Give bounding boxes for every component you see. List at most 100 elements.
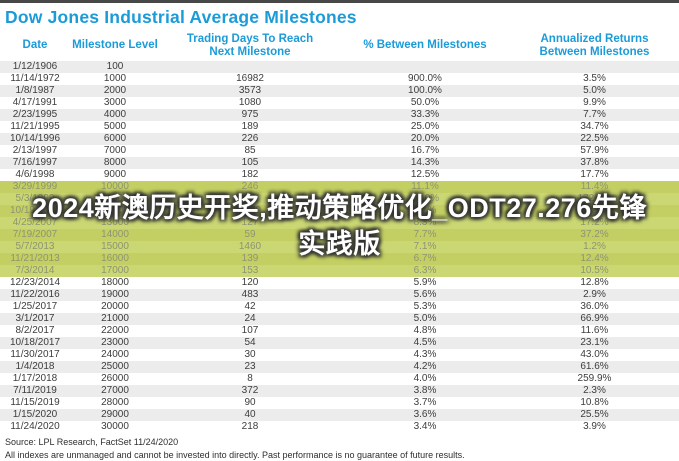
cell-level: 10000 xyxy=(101,181,129,192)
cell-days: 139 xyxy=(241,253,259,264)
cell-level: 11000 xyxy=(101,193,129,204)
footer: Source: LPL Research, FactSet 11/24/2020… xyxy=(0,433,679,461)
cell-days: 24 xyxy=(244,193,256,204)
table-row: 3/29/1999 10000 246 11.1% 11.4% xyxy=(0,181,679,193)
cell-level: 17000 xyxy=(101,265,129,276)
table-row: 10/14/1996 6000 226 20.0% 22.5% xyxy=(0,133,679,145)
cell-date: 10/19/2006 xyxy=(9,205,61,216)
cell-date: 12/23/2014 xyxy=(9,277,61,288)
cell-annualized: 1.2% xyxy=(583,241,606,252)
cell-days: 372 xyxy=(241,385,259,396)
cell-level: 7000 xyxy=(103,145,127,156)
cell-days: 90 xyxy=(244,397,256,408)
cell-date: 3/1/2017 xyxy=(15,313,55,324)
cell-level: 30000 xyxy=(101,421,129,432)
column-header-milestone-level: Milestone Level xyxy=(72,39,158,51)
cell-annualized: 22.5% xyxy=(580,133,609,144)
cell-pct: 4.0% xyxy=(413,373,437,384)
cell-level: 8000 xyxy=(103,157,127,168)
cell-date: 11/24/2020 xyxy=(10,421,60,432)
table-row: 7/19/2007 14000 59 7.7% 37.2% xyxy=(0,229,679,241)
cell-date: 1/4/2018 xyxy=(15,361,55,372)
cell-annualized: 12.8% xyxy=(580,277,609,288)
cell-annualized xyxy=(510,61,679,73)
table-row: 1/4/2018 25000 23 4.2% 61.6% xyxy=(0,361,679,373)
column-header-annualized-returns: Annualized Returns Between Milestones xyxy=(539,32,650,58)
cell-level: 28000 xyxy=(101,397,129,408)
table-row: 11/30/2017 24000 30 4.3% 43.0% xyxy=(0,349,679,361)
cell-level: 22000 xyxy=(101,325,129,336)
cell-level: 6000 xyxy=(103,133,127,144)
cell-date: 11/21/1995 xyxy=(10,121,60,132)
cell-annualized: 37.2% xyxy=(580,229,609,240)
cell-days: 218 xyxy=(241,421,259,432)
cell-pct: 50.0% xyxy=(410,97,440,108)
cell-annualized: 17.2% xyxy=(580,217,609,228)
table-row: 7/3/2014 17000 153 6.3% 10.5% xyxy=(0,265,679,277)
cell-days: 182 xyxy=(241,169,259,180)
cell-level: 100 xyxy=(106,61,124,72)
cell-level: 15000 xyxy=(101,241,129,252)
cell-pct: 10.0% xyxy=(410,193,440,204)
cell-level: 16000 xyxy=(101,253,129,264)
cell-pct: 3.7% xyxy=(413,397,437,408)
cell-date: 11/21/2013 xyxy=(10,253,60,264)
cell-level: 26000 xyxy=(101,373,129,384)
cell-pct: 33.3% xyxy=(410,109,440,120)
cell-pct: 3.8% xyxy=(413,385,437,396)
table-row: 12/23/2014 18000 120 5.9% 12.8% xyxy=(0,277,679,289)
cell-days: 8 xyxy=(247,373,253,384)
cell-annualized: 7.7% xyxy=(583,109,606,120)
cell-level: 25000 xyxy=(101,361,129,372)
table-row: 5/3/1999 11000 24 10.0% 172.0% xyxy=(0,193,679,205)
cell-pct xyxy=(340,61,510,73)
cell-days: 30 xyxy=(244,349,256,360)
cell-date: 4/17/1991 xyxy=(12,97,58,108)
cell-annualized: 17.7% xyxy=(580,169,609,180)
cell-date: 11/22/2016 xyxy=(10,289,60,300)
cell-days: 483 xyxy=(241,289,259,300)
cell-date: 10/14/1996 xyxy=(9,133,61,144)
cell-level: 5000 xyxy=(103,121,127,132)
cell-date: 2/13/1997 xyxy=(12,145,58,156)
table-row: 4/6/1998 9000 182 12.5% 17.7% xyxy=(0,169,679,181)
cell-days: 40 xyxy=(244,409,256,420)
cell-level: 1000 xyxy=(103,73,127,84)
cell-level: 14000 xyxy=(101,229,129,240)
table-row: 10/18/2017 23000 54 4.5% 23.1% xyxy=(0,337,679,349)
cell-level: 19000 xyxy=(101,289,129,300)
cell-annualized: 57.9% xyxy=(580,145,609,156)
cell-days: 1460 xyxy=(238,241,262,252)
cell-level: 23000 xyxy=(101,337,129,348)
cell-date: 1/15/2020 xyxy=(12,409,58,420)
table-header-row: Date Milestone Level Trading Days To Rea… xyxy=(0,30,679,61)
cell-annualized: 36.0% xyxy=(580,301,609,312)
cell-pct: 4.2% xyxy=(413,361,437,372)
cell-days: 226 xyxy=(241,133,259,144)
top-divider-bar xyxy=(0,0,679,3)
cell-days: 3573 xyxy=(238,85,262,96)
cell-pct: 9.1% xyxy=(413,205,437,216)
table-row: 11/21/1995 5000 189 25.0% 34.7% xyxy=(0,121,679,133)
cell-date: 7/11/2019 xyxy=(13,385,57,396)
cell-date: 1/17/2018 xyxy=(12,373,58,384)
cell-annualized: 34.7% xyxy=(580,121,609,132)
cell-days: 42 xyxy=(244,301,256,312)
cell-annualized: 12.4% xyxy=(580,253,609,264)
table-row: 2/23/1995 4000 975 33.3% 7.7% xyxy=(0,109,679,121)
cell-pct: 5.3% xyxy=(413,301,437,312)
table-row: 11/21/2013 16000 139 6.7% 12.4% xyxy=(0,253,679,265)
cell-date: 1/8/1987 xyxy=(15,85,55,96)
disclaimer-note: All indexes are unmanaged and cannot be … xyxy=(5,450,465,460)
cell-days: 1080 xyxy=(238,97,262,108)
cell-annualized: 10.5% xyxy=(580,265,609,276)
cell-annualized: 66.9% xyxy=(580,313,609,324)
cell-annualized: 3.9% xyxy=(583,421,606,432)
table-row: 10/19/2006 12000 1879 9.1% 1.2% xyxy=(0,205,679,217)
cell-annualized: 1.2% xyxy=(583,205,606,216)
cell-pct: 14.3% xyxy=(410,157,440,168)
cell-pct: 4.8% xyxy=(413,325,437,336)
cell-date: 3/29/1999 xyxy=(12,181,58,192)
cell-pct: 7.1% xyxy=(413,241,437,252)
